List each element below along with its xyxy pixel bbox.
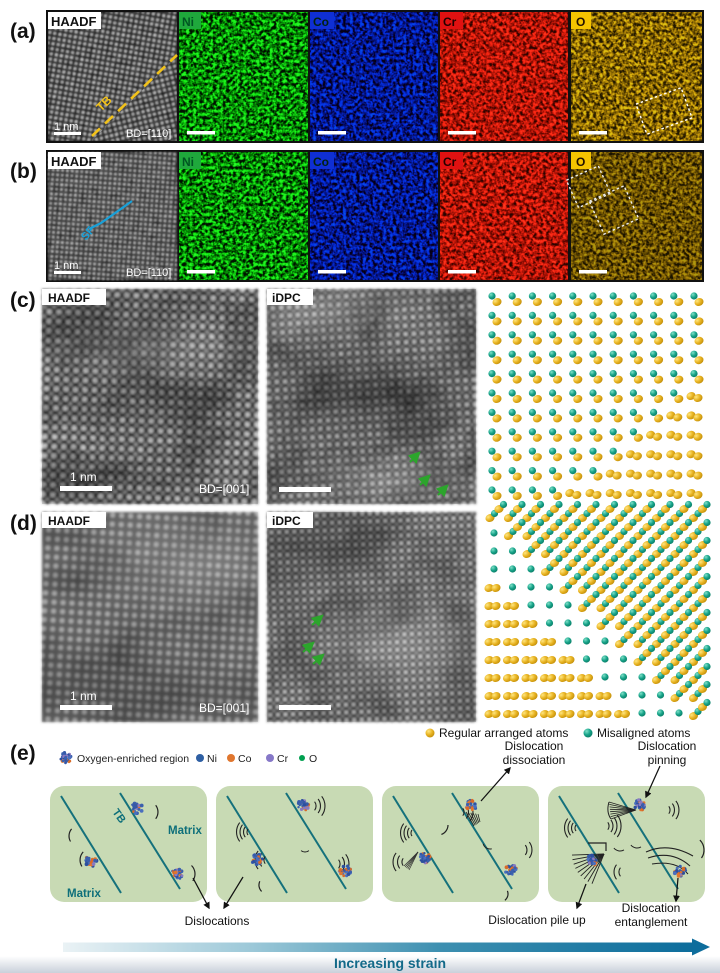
svg-text:Cr: Cr <box>443 15 457 29</box>
svg-text:HAADF: HAADF <box>51 154 97 169</box>
svg-text:Misaligned atoms: Misaligned atoms <box>597 726 690 740</box>
svg-text:(c): (c) <box>10 289 36 312</box>
svg-text:1 nm: 1 nm <box>70 689 97 703</box>
svg-text:iDPC: iDPC <box>272 291 301 305</box>
svg-text:HAADF: HAADF <box>51 14 97 29</box>
svg-text:O: O <box>576 155 585 169</box>
svg-text:BD=[110]: BD=[110] <box>126 267 171 279</box>
svg-text:BD=[110]: BD=[110] <box>126 128 171 140</box>
svg-text:Cr: Cr <box>277 753 289 765</box>
svg-text:Increasing strain: Increasing strain <box>334 955 446 971</box>
svg-text:(e): (e) <box>10 742 36 765</box>
svg-text:iDPC: iDPC <box>272 514 301 528</box>
svg-text:Matrix: Matrix <box>67 888 101 900</box>
svg-text:Dislocation: Dislocation <box>638 739 697 753</box>
svg-text:O: O <box>576 15 585 29</box>
svg-text:Matrix: Matrix <box>168 825 202 837</box>
svg-text:Co: Co <box>313 15 329 29</box>
svg-text:O: O <box>309 753 317 765</box>
svg-text:HAADF: HAADF <box>48 291 90 305</box>
svg-text:Ni: Ni <box>182 15 194 29</box>
svg-text:Ni: Ni <box>182 155 194 169</box>
svg-text:(b): (b) <box>10 160 37 183</box>
svg-text:Co: Co <box>238 753 252 765</box>
svg-text:Co: Co <box>313 155 329 169</box>
svg-text:Cr: Cr <box>443 155 457 169</box>
svg-text:1 nm: 1 nm <box>70 470 97 484</box>
svg-text:dissociation: dissociation <box>503 753 566 767</box>
svg-text:HAADF: HAADF <box>48 514 90 528</box>
svg-text:pinning: pinning <box>648 753 687 767</box>
svg-text:Regular arranged atoms: Regular arranged atoms <box>439 726 568 740</box>
svg-text:Dislocations: Dislocations <box>185 914 250 928</box>
svg-text:1 nm: 1 nm <box>54 260 78 272</box>
svg-text:BD=[001]: BD=[001] <box>199 701 249 715</box>
svg-text:(d): (d) <box>10 512 37 535</box>
svg-text:Oxygen-enriched region: Oxygen-enriched region <box>77 753 189 765</box>
svg-text:entanglement: entanglement <box>615 915 688 929</box>
svg-text:Dislocation: Dislocation <box>622 901 681 915</box>
svg-text:BD=[001]: BD=[001] <box>199 482 249 496</box>
svg-text:Dislocation pile up: Dislocation pile up <box>488 913 586 927</box>
svg-text:Dislocation: Dislocation <box>505 739 564 753</box>
svg-text:(a): (a) <box>10 20 36 43</box>
svg-text:1 nm: 1 nm <box>54 121 78 133</box>
svg-text:Ni: Ni <box>207 753 217 765</box>
